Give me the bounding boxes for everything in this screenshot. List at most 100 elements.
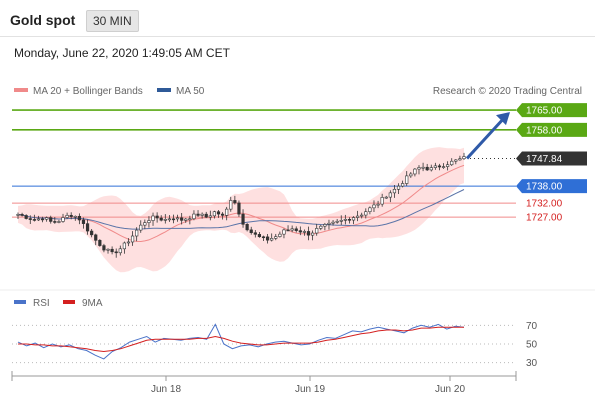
candle-body: [401, 183, 405, 187]
forecast-arrow-head: [496, 112, 510, 126]
candle-body: [65, 214, 69, 218]
candle-body: [405, 175, 409, 184]
level-label-2: 1747.84: [526, 154, 563, 165]
candle-body: [323, 224, 327, 227]
candle-body: [425, 166, 429, 171]
rsi-legend-swatch: [14, 300, 26, 304]
candle-body: [225, 208, 229, 216]
candle-body: [122, 242, 126, 250]
candle-body: [53, 221, 57, 223]
candle-body: [290, 228, 294, 231]
candle-body: [114, 251, 118, 254]
candle-body: [57, 221, 61, 223]
candle-body: [233, 200, 237, 204]
candle-body: [208, 215, 212, 218]
ma9-legend-swatch: [63, 300, 75, 304]
candle-body: [20, 214, 24, 216]
candle-body: [249, 229, 253, 234]
rsi-panel: 70 50 30: [12, 321, 538, 369]
x-ticks: Jun 18 Jun 19 Jun 20: [11, 371, 517, 395]
chart-header: Gold spot 30 MIN: [0, 0, 595, 37]
candle-body: [200, 213, 204, 216]
candle-body: [270, 238, 274, 241]
rsi-level-label-1: 50: [526, 340, 538, 351]
candle-body: [454, 159, 458, 162]
candle-body: [102, 245, 106, 251]
candle-body: [171, 218, 176, 221]
candle-body: [298, 230, 302, 233]
moving-averages: [17, 164, 465, 243]
candle-body: [302, 231, 307, 233]
level-box-3: [516, 179, 587, 194]
candle-body: [130, 235, 135, 243]
candle-body: [257, 234, 262, 238]
ma20-legend-label: MA 20 + Bollinger Bands: [33, 86, 143, 97]
candle-body: [450, 160, 454, 166]
candle-body: [216, 211, 221, 215]
candle-body: [282, 229, 286, 235]
credit-text: Research © 2020 Trading Central: [433, 86, 582, 97]
candle-body: [175, 217, 180, 220]
ma9-legend-label: 9MA: [82, 298, 103, 309]
candle-body: [40, 218, 45, 221]
forecast-arrow: [465, 112, 510, 160]
candle-body: [159, 217, 163, 221]
candle-body: [388, 192, 392, 198]
candle-body: [85, 223, 90, 232]
candle-body: [81, 219, 86, 224]
candle-body: [143, 222, 147, 226]
candle-body: [147, 220, 151, 223]
candle-body: [192, 213, 196, 220]
candle-body: [462, 156, 466, 160]
candle-body: [360, 214, 364, 217]
candle-body: [110, 248, 114, 253]
level-box-1: [516, 122, 587, 137]
interval-button[interactable]: 30 MIN: [86, 10, 139, 32]
ma20-legend-swatch: [14, 88, 28, 92]
candle-body: [372, 204, 376, 209]
candle-body: [90, 230, 94, 236]
ma50-legend-swatch: [157, 88, 171, 92]
candle-body: [167, 218, 171, 221]
candle-body: [278, 233, 282, 237]
candle-body: [364, 211, 368, 216]
level-label-4: 1732.00: [526, 199, 563, 210]
candle-body: [253, 232, 257, 235]
candle-body: [339, 220, 343, 222]
candle-body: [77, 215, 81, 221]
candle-body: [69, 214, 73, 217]
candle-body: [126, 241, 131, 244]
rsi-level-label-0: 70: [526, 321, 538, 332]
candle-body: [16, 214, 20, 216]
candle-body: [347, 219, 352, 221]
candle-body: [118, 248, 122, 254]
candle-body: [327, 222, 331, 225]
rsi-ma9-line: [18, 326, 464, 353]
candle-body: [286, 229, 290, 232]
candle-body: [32, 219, 36, 221]
candle-body: [306, 231, 311, 236]
candle-body: [229, 200, 233, 210]
candle-body: [368, 207, 372, 212]
level-label-0: 1765.00: [526, 106, 563, 117]
candle-body: [28, 218, 32, 220]
candle-body: [441, 166, 446, 168]
level-label-3: 1738.00: [526, 182, 563, 193]
level-label-1: 1758.00: [526, 125, 563, 136]
candle-body: [433, 165, 437, 168]
level-box-0: [516, 103, 587, 118]
candle-body: [155, 215, 159, 219]
candle-body: [180, 217, 184, 221]
x-tick-label-1: Jun 19: [295, 384, 325, 395]
candle-body: [384, 196, 388, 199]
x-tick-label-0: Jun 18: [151, 384, 181, 395]
candle-body: [331, 221, 335, 224]
candle-body: [351, 217, 356, 221]
candle-body: [392, 188, 397, 194]
candle-body: [315, 228, 319, 234]
candle-body: [188, 218, 192, 221]
candle-body: [73, 215, 77, 218]
x-tick-label-2: Jun 20: [435, 384, 465, 395]
candle-body: [261, 236, 266, 239]
